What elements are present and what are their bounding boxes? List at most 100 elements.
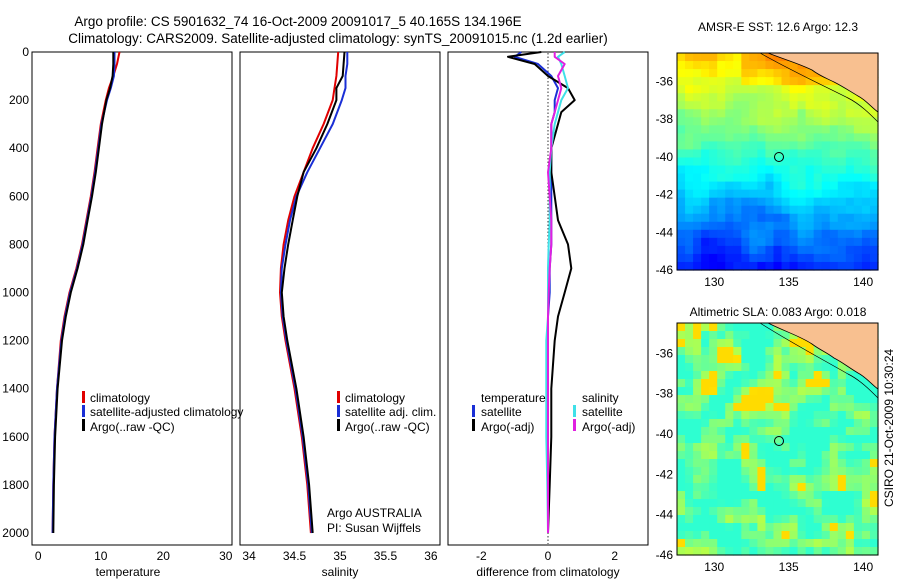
- sst-map-title: AMSR-E SST: 12.6 Argo: 12.3: [698, 20, 858, 34]
- heatmap-cell: [725, 157, 734, 167]
- heatmap-cell: [789, 467, 799, 476]
- heatmap-cell: [861, 459, 871, 468]
- heatmap-cell: [725, 355, 734, 364]
- heatmap-cell: [821, 173, 831, 183]
- heatmap-cell: [693, 205, 702, 215]
- heatmap-cell: [821, 379, 831, 388]
- heatmap-cell: [709, 499, 718, 508]
- heatmap-cell: [869, 197, 879, 207]
- heatmap-cell: [773, 141, 783, 151]
- heatmap-cell: [693, 435, 702, 444]
- heatmap-cell: [757, 93, 767, 102]
- heatmap-cell: [741, 403, 750, 412]
- heatmap-cell: [845, 109, 855, 118]
- heatmap-cell: [773, 395, 783, 404]
- heatmap-cell: [821, 515, 831, 524]
- heatmap-cell: [781, 475, 791, 484]
- heatmap-cell: [765, 61, 775, 70]
- heatmap-cell: [701, 93, 710, 102]
- heatmap-cell: [821, 221, 831, 231]
- heatmap-cell: [837, 515, 847, 524]
- heatmap-cell: [725, 69, 734, 78]
- heatmap-cell: [773, 451, 783, 460]
- heatmap-cell: [853, 141, 863, 151]
- legend-label-satellite-adjusted: satellite-adjusted climatology: [90, 405, 243, 419]
- heatmap-cell: [693, 395, 702, 404]
- heatmap-cell: [821, 395, 831, 404]
- heatmap-cell: [733, 411, 742, 420]
- heatmap-cell: [789, 331, 799, 340]
- heatmap-cell: [725, 181, 734, 191]
- heatmap-cell: [781, 395, 791, 404]
- heatmap-cell: [805, 515, 815, 524]
- heatmap-cell: [821, 253, 831, 263]
- legend-swatch-temp-satellite: [472, 405, 475, 417]
- heatmap-cell: [749, 379, 758, 388]
- heatmap-cell: [821, 189, 831, 199]
- heatmap-cell: [677, 53, 686, 62]
- heatmap-cell: [821, 371, 831, 380]
- x-tick-label: 20: [157, 549, 171, 563]
- heatmap-cell: [845, 221, 855, 231]
- heatmap-cell: [757, 323, 767, 332]
- heatmap-cell: [869, 181, 879, 191]
- heatmap-cell: [781, 427, 791, 436]
- heatmap-cell: [797, 435, 807, 444]
- heatmap-cell: [789, 483, 799, 492]
- heatmap-cell: [821, 237, 831, 247]
- heatmap-cell: [757, 467, 767, 476]
- heatmap-cell: [693, 539, 702, 548]
- heatmap-cell: [725, 499, 734, 508]
- heatmap-cell: [861, 475, 871, 484]
- heatmap-cell: [749, 125, 758, 134]
- heatmap-cell: [813, 451, 823, 460]
- heatmap-cell: [805, 483, 815, 492]
- heatmap-cell: [837, 165, 847, 175]
- legend-label-sal-satellite-diff: satellite: [582, 405, 623, 419]
- heatmap-cell: [685, 189, 694, 199]
- heatmap-cell: [813, 419, 823, 428]
- heatmap-cell: [709, 371, 718, 380]
- heatmap-cell: [749, 77, 758, 86]
- heatmap-cell: [765, 205, 775, 215]
- heatmap-cell: [757, 355, 767, 364]
- heatmap-cell: [717, 77, 726, 86]
- heatmap-cell: [725, 411, 734, 420]
- heatmap-cell: [717, 387, 726, 396]
- heatmap-cell: [677, 339, 686, 348]
- heatmap-cell: [821, 355, 831, 364]
- heatmap-cell: [853, 403, 863, 412]
- heatmap-cell: [805, 507, 815, 516]
- heatmap-cell: [701, 205, 710, 215]
- heatmap-cell: [685, 77, 694, 86]
- heatmap-cell: [773, 197, 783, 207]
- heatmap-cell: [805, 347, 815, 356]
- temperature-legend: climatology satellite-adjusted climatolo…: [82, 391, 243, 434]
- heatmap-cell: [701, 181, 710, 191]
- heatmap-cell: [869, 451, 879, 460]
- heatmap-cell: [685, 371, 694, 380]
- heatmap-cell: [741, 133, 750, 143]
- difference-profile-lines: [507, 51, 576, 534]
- heatmap-cell: [685, 475, 694, 484]
- heatmap-cell: [717, 427, 726, 436]
- heatmap-cell: [765, 347, 775, 356]
- heatmap-cell: [845, 125, 855, 134]
- heatmap-cell: [693, 515, 702, 524]
- heatmap-cell: [725, 331, 734, 340]
- heatmap-cell: [773, 101, 783, 110]
- heatmap-cell: [853, 419, 863, 428]
- heatmap-cell: [733, 331, 742, 340]
- heatmap-cell: [797, 253, 807, 263]
- heatmap-cell: [717, 435, 726, 444]
- heatmap-cell: [677, 531, 686, 540]
- heatmap-cell: [733, 69, 742, 78]
- heatmap-cell: [725, 323, 734, 332]
- longitude-tick-label: 140: [853, 560, 873, 574]
- heatmap-cell: [677, 547, 686, 556]
- difference-tick-labels: -2 0 2: [476, 549, 618, 563]
- heatmap-cell: [797, 363, 807, 372]
- heatmap-cell: [709, 387, 718, 396]
- heatmap-cell: [757, 69, 767, 78]
- heatmap-cell: [677, 165, 686, 175]
